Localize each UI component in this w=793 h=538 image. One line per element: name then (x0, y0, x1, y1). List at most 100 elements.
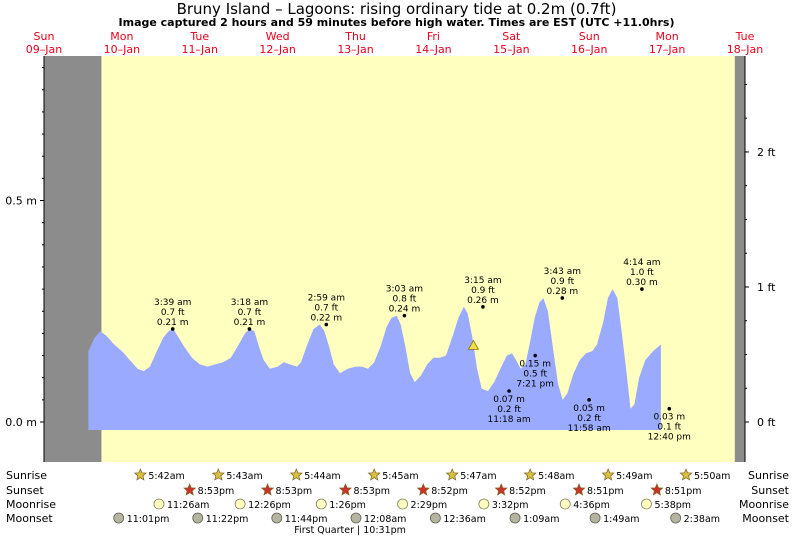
sunset-time: 8:51pm (665, 486, 702, 497)
low-tide-time: 7:21 pm (516, 380, 554, 390)
day-weekday-label: Mon (110, 30, 133, 43)
moonset-icon (350, 512, 362, 524)
moonset-icon (113, 512, 125, 524)
high-tide-time: 3:03 am (386, 285, 423, 295)
moonset-icon (271, 512, 283, 524)
high-tide-time: 3:18 am (231, 298, 268, 308)
sunrise-time: 5:42am (148, 471, 184, 482)
low-tide-marker (507, 389, 511, 393)
sunset-star-icon (572, 483, 586, 496)
low-tide-height-m: 0.07 m (493, 395, 525, 405)
low-tide-height-m: 0.15 m (519, 360, 551, 370)
sunrise-time: 5:50am (694, 471, 730, 482)
moonset-time: 12:36am (443, 514, 485, 525)
tide-area-fill (88, 289, 661, 430)
moonrise-icon (397, 498, 408, 510)
low-tide-height-ft: 0.5 ft (523, 370, 547, 380)
high-tide-marker (402, 313, 407, 318)
day-weekday-label: Mon (656, 30, 679, 43)
day-date-label: 12–Jan (259, 43, 295, 56)
day-weekday-label: Sun (579, 30, 600, 43)
sunrise-time: 5:49am (616, 471, 652, 482)
sunset-time: 8:53pm (276, 486, 313, 497)
moonrise-icon (315, 498, 327, 510)
day-date-label: 09–Jan (26, 43, 62, 56)
moonrise-time: 12:26pm (248, 500, 291, 511)
high-tide-height-m: 0.26 m (467, 296, 499, 306)
chart-title: Bruny Island – Lagoons: rising ordinary … (176, 0, 617, 18)
high-tide-height-ft: 0.7 ft (238, 308, 262, 318)
moonset-time: 11:01pm (127, 514, 170, 525)
high-tide-height-ft: 0.9 ft (471, 286, 495, 296)
axes: 0.0 m 0.5 m 0 ft 1 ft 2 ft (5, 56, 776, 462)
low-tide-marker (587, 398, 591, 402)
day-date-label: 16–Jan (571, 43, 607, 56)
sunrise-time: 5:43am (226, 471, 262, 482)
chart-subtitle: Image captured 2 hours and 59 minutes be… (118, 16, 675, 29)
high-tide-marker (560, 296, 565, 300)
day-date-label: 13–Jan (337, 43, 373, 56)
sun-moon-rows: Sunrise Sunrise 5:42am 5:43am 5:44am 5:45am 5:… (6, 468, 790, 536)
day-date-label: 18–Jan (727, 43, 763, 56)
high-tide-height-m: 0.28 m (547, 287, 579, 297)
low-tide-height-m: 0.03 m (653, 413, 685, 423)
day-labels: Sun09–JanMon10–JanTue11–JanWed12–JanThu1… (26, 30, 763, 56)
sunrise-star-icon (679, 468, 693, 481)
high-tide-marker (247, 327, 252, 331)
sunrise-star-icon (523, 468, 537, 481)
moonset-icon (429, 512, 441, 524)
right-axis-tick-label: 0 ft (757, 416, 776, 429)
moonrise-row-label-right: Moonrise (739, 498, 789, 511)
sunrise-star-icon (601, 468, 615, 481)
high-tide-time: 2:59 am (308, 294, 345, 304)
moonset-time: 1:49am (603, 514, 639, 525)
right-axis-tick-label: 1 ft (757, 281, 776, 294)
high-tide-height-ft: 0.8 ft (393, 295, 417, 305)
low-tide-marker (533, 353, 537, 358)
sunrise-star-icon (367, 468, 381, 481)
moonrise-icon (153, 498, 165, 510)
moonrise-icon (641, 498, 652, 510)
left-axis-tick-label: 0.0 m (5, 416, 37, 429)
high-tide-time: 3:15 am (464, 276, 501, 286)
sunset-star-icon (260, 483, 275, 496)
high-tide-height-ft: 0.7 ft (314, 304, 338, 314)
moonset-row-label-left: Moonset (6, 512, 53, 525)
day-weekday-label: Fri (427, 30, 440, 43)
moonrise-icon (559, 498, 571, 510)
sunset-star-icon (650, 483, 664, 496)
moonrise-time: 3:32pm (492, 500, 529, 511)
sunset-time: 8:52pm (431, 486, 468, 497)
high-tide-time: 3:39 am (154, 298, 191, 308)
daylight-band (647, 56, 735, 462)
high-tide-marker (170, 327, 175, 331)
sunset-star-icon (494, 483, 508, 496)
sunset-row-label-right: Sunset (751, 484, 789, 497)
sunrise-star-icon (445, 468, 459, 481)
sunrise-row-label-left: Sunrise (6, 469, 47, 482)
left-axis-tick-label: 0.5 m (5, 195, 37, 208)
current-tide-marker (467, 339, 480, 350)
day-weekday-label: Tue (735, 30, 755, 43)
day-date-label: 14–Jan (415, 43, 451, 56)
day-weekday-label: Sat (502, 30, 521, 43)
moonrise-icon (478, 498, 490, 510)
low-tide-height-ft: 0.1 ft (657, 423, 681, 433)
low-tide-time: 11:58 am (568, 424, 611, 434)
high-tide-height-ft: 1.0 ft (630, 268, 654, 278)
sunrise-star-icon (289, 468, 303, 481)
moonset-time: 12:08am (364, 514, 406, 525)
moon-phase-label: First Quarter | 10:31pm (294, 525, 406, 536)
high-tide-marker (481, 305, 485, 309)
high-tide-height-m: 0.21 m (157, 318, 189, 328)
sunrise-time: 5:48am (538, 471, 574, 482)
moonset-time: 11:22pm (206, 514, 249, 525)
sunset-time: 8:53pm (198, 486, 235, 497)
moonrise-time: 2:29pm (411, 500, 448, 511)
low-tide-time: 12:40 pm (648, 433, 691, 443)
moonset-time: 11:44pm (285, 514, 328, 525)
moonset-time: 1:09am (523, 514, 559, 525)
moonrise-icon (234, 498, 246, 510)
sunset-star-icon (338, 483, 352, 496)
